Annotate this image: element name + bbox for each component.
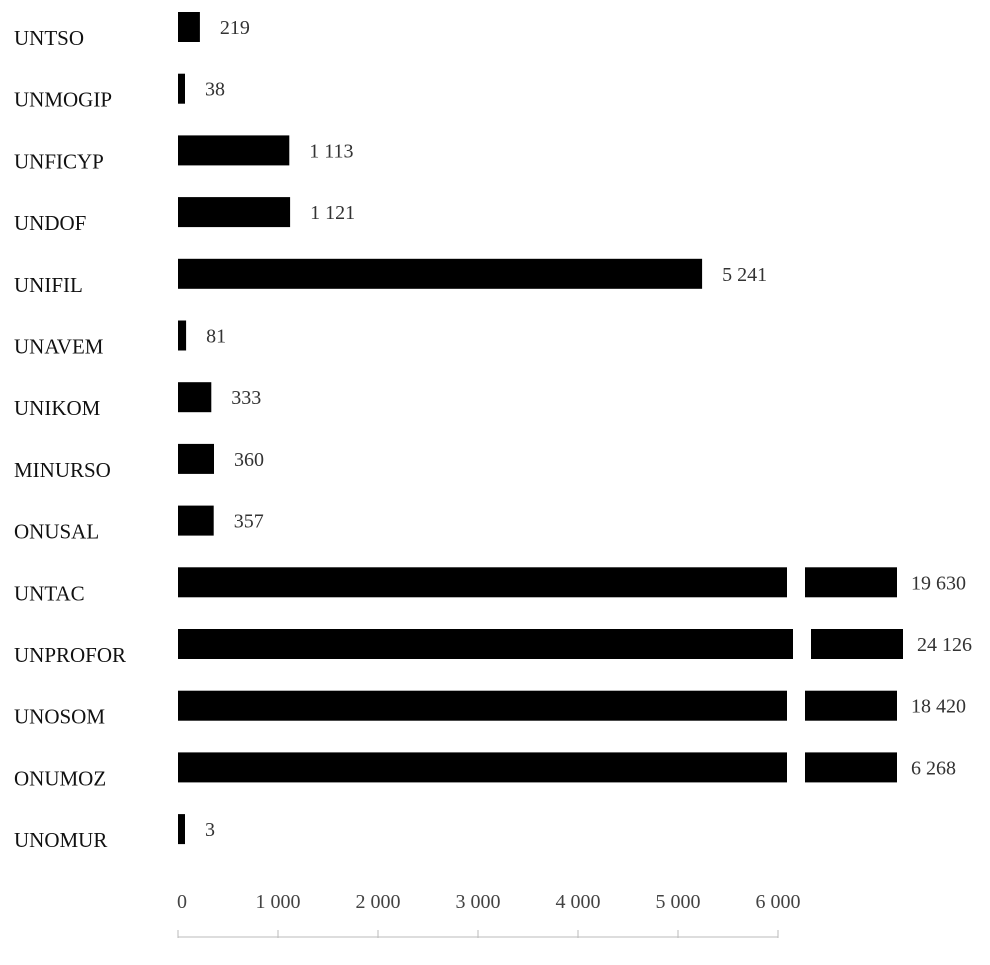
category-label-unavem: UNAVEM (14, 335, 104, 359)
value-label-unficyp: 1 113 (309, 140, 353, 162)
bar-onumoz-continued (805, 752, 897, 783)
category-label-unosom: UNOSOM (14, 705, 105, 729)
value-label-undof: 1 121 (310, 202, 355, 224)
value-label-unmogip: 38 (205, 79, 225, 101)
x-tick-label-5000: 5 000 (656, 891, 701, 913)
bar-unprofor-continued (811, 629, 903, 659)
x-tick-label-6000: 6 000 (756, 891, 801, 913)
bar-onumoz (178, 752, 787, 783)
value-label-unavem: 81 (206, 326, 226, 348)
bar-untac-continued (805, 567, 897, 598)
value-label-unifil: 5 241 (722, 264, 767, 286)
bar-unmogip (178, 73, 185, 104)
bar-onusal (178, 505, 214, 536)
category-labels: UNTSO UNMOGIP UNFICYP UNDOF UNIFIL UNAVEM UNIK… (14, 26, 126, 852)
bar-untso (178, 12, 200, 42)
bar-unosom (178, 690, 787, 721)
value-label-unikom: 333 (231, 387, 261, 409)
bars-layer (178, 12, 903, 845)
bar-unomur (178, 814, 185, 845)
category-label-onusal: ONUSAL (14, 520, 99, 544)
category-label-untso: UNTSO (14, 26, 84, 50)
x-tick-label-3000: 3 000 (456, 891, 501, 913)
bar-unficyp (178, 135, 290, 166)
category-label-minurso: MINURSO (14, 458, 111, 482)
category-label-onumoz: ONUMOZ (14, 766, 106, 790)
value-label-onusal: 357 (234, 511, 264, 533)
x-tick-label-2000: 2 000 (356, 891, 401, 913)
category-label-unprofor: UNPROFOR (14, 643, 126, 667)
bar-untac (178, 567, 787, 598)
value-label-unosom: 18 420 (911, 696, 966, 718)
value-label-untac: 19 630 (911, 572, 966, 594)
category-label-untac: UNTAC (14, 581, 85, 605)
bar-minurso (178, 443, 214, 474)
category-label-undof: UNDOF (14, 211, 86, 235)
x-axis: 0 1 000 2 000 3 000 4 000 5 000 6 000 (177, 891, 801, 938)
bar-unosom-continued (805, 690, 897, 721)
category-label-unikom: UNIKOM (14, 396, 101, 420)
bar-undof (178, 197, 291, 228)
bar-unavem (178, 320, 187, 351)
category-label-unmogip: UNMOGIP (14, 88, 112, 112)
x-tick-label-0: 0 (177, 891, 187, 913)
category-label-unficyp: UNFICYP (14, 149, 104, 173)
category-label-unifil: UNIFIL (14, 273, 83, 297)
bar-unikom (178, 382, 212, 413)
value-labels: 219 38 1 113 1 121 5 241 81 333 360 357 19 630 24 … (205, 17, 972, 841)
bar-unifil (178, 258, 703, 289)
x-tick-label-1000: 1 000 (256, 891, 301, 913)
value-label-untso: 219 (220, 17, 250, 39)
value-label-onumoz: 6 268 (911, 757, 956, 779)
value-label-unomur: 3 (205, 819, 215, 841)
x-tick-label-4000: 4 000 (556, 891, 601, 913)
value-label-minurso: 360 (234, 449, 264, 471)
bar-unprofor (178, 629, 793, 659)
value-label-unprofor: 24 126 (917, 634, 972, 656)
category-label-unomur: UNOMUR (14, 828, 107, 852)
